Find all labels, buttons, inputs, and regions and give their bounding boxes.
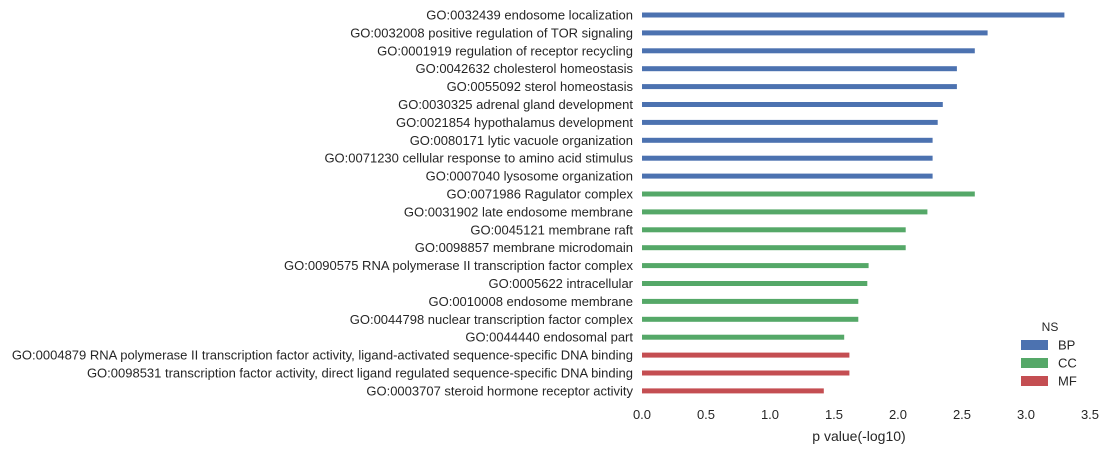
legend-swatch-bp [1021, 340, 1048, 350]
legend-swatch-cc [1021, 358, 1048, 368]
x-tick-label: 1.5 [825, 407, 843, 422]
category-label: GO:0080171 lytic vacuole organization [410, 133, 633, 148]
category-label: GO:0001919 regulation of receptor recycl… [377, 43, 633, 58]
category-label: GO:0098857 membrane microdomain [415, 240, 633, 255]
x-tick-label: 0.0 [633, 407, 651, 422]
bar-mf [642, 388, 824, 394]
bar-bp [642, 48, 975, 54]
category-label: GO:0044440 endosomal part [465, 330, 633, 345]
category-label: GO:0071230 cellular response to amino ac… [324, 151, 633, 166]
bar-cc [642, 227, 906, 233]
bar-bp [642, 30, 988, 36]
category-label: GO:0010008 endosome membrane [428, 294, 633, 309]
category-label: GO:0044798 nuclear transcription factor … [350, 312, 634, 327]
bar-bp [642, 155, 933, 161]
bar-bp [642, 173, 933, 179]
bar-bp [642, 137, 933, 143]
category-label: GO:0055092 sterol homeostasis [447, 79, 634, 94]
category-label: GO:0005622 intracellular [488, 276, 633, 291]
category-label: GO:0071986 Ragulator complex [447, 187, 634, 202]
bar-cc [642, 245, 906, 251]
bar-cc [642, 191, 975, 197]
category-label: GO:0007040 lysosome organization [426, 169, 633, 184]
legend-label-cc: CC [1058, 356, 1077, 371]
category-label: GO:0021854 hypothalamus development [396, 115, 633, 130]
bar-cc [642, 281, 868, 286]
category-label: GO:0098531 transcription factor activity… [87, 366, 633, 381]
bar-cc [642, 316, 859, 322]
legend-swatch-mf [1021, 376, 1048, 386]
bar-bp [642, 66, 957, 72]
bars-layer [642, 12, 1065, 394]
category-label: GO:0031902 late endosome membrane [404, 204, 633, 219]
category-label: GO:0003707 steroid hormone receptor acti… [366, 383, 633, 398]
x-tick-label: 3.5 [1081, 407, 1099, 422]
category-label: GO:0042632 cholesterol homeostasis [415, 61, 633, 76]
x-axis-ticks: 0.0 0.5 1.0 1.5 2.0 2.5 3.0 3.5 [633, 407, 1099, 422]
bar-bp [642, 12, 1065, 18]
category-label: GO:0030325 adrenal gland development [398, 97, 633, 112]
x-axis-label: p value(-log10) [812, 428, 905, 444]
x-tick-label: 2.0 [889, 407, 907, 422]
legend: NS BP CC MF [1021, 320, 1077, 389]
category-label: GO:0032439 endosome localization [426, 8, 633, 23]
legend-label-mf: MF [1058, 374, 1077, 389]
bar-bp [642, 119, 938, 125]
category-label: GO:0090575 RNA polymerase II transcripti… [284, 258, 633, 273]
category-label: GO:0045121 membrane raft [470, 222, 633, 237]
category-label: GO:0032008 positive regulation of TOR si… [350, 25, 633, 40]
bar-cc [642, 298, 859, 304]
legend-label-bp: BP [1058, 338, 1075, 353]
bar-bp [642, 102, 943, 107]
bar-cc [642, 209, 928, 215]
bar-mf [642, 352, 850, 358]
category-label: GO:0004879 RNA polymerase II transcripti… [12, 348, 633, 363]
bar-cc [642, 263, 869, 269]
x-tick-label: 3.0 [1017, 407, 1035, 422]
category-labels: GO:0032439 endosome localization GO:00320… [12, 8, 634, 399]
x-tick-label: 0.5 [697, 407, 715, 422]
x-tick-label: 2.5 [953, 407, 971, 422]
x-tick-label: 1.0 [761, 407, 779, 422]
bar-mf [642, 370, 850, 376]
bar-bp [642, 84, 957, 90]
legend-title: NS [1042, 320, 1059, 334]
bar-cc [642, 334, 845, 340]
